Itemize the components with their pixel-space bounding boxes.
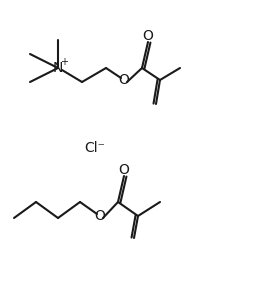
Text: O: O	[95, 209, 105, 223]
Text: +: +	[60, 57, 68, 67]
Text: O: O	[143, 29, 153, 43]
Text: O: O	[118, 73, 130, 87]
Text: Cl⁻: Cl⁻	[85, 141, 106, 155]
Text: O: O	[118, 163, 130, 177]
Text: N: N	[53, 61, 63, 75]
